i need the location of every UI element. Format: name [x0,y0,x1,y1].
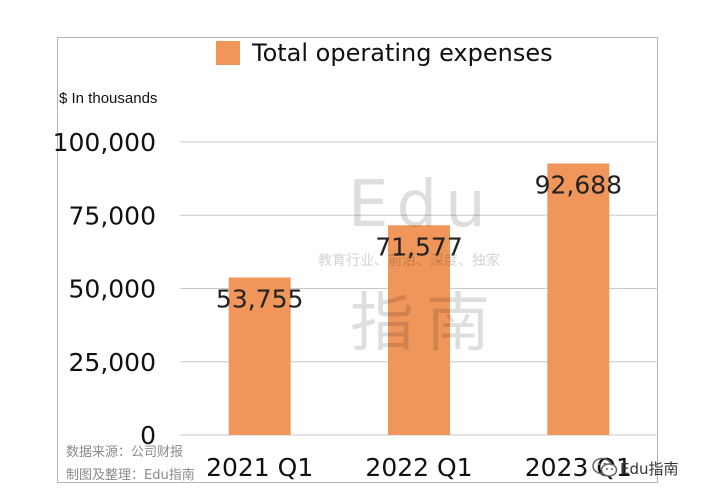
source-note: 数据来源：公司财报 [66,445,184,460]
data-label: 92,688 [535,170,622,199]
x-tick-label: 2022 Q1 [365,453,472,482]
watermark-brand-en: Edu [348,168,494,242]
y-tick-label: 75,000 [69,201,156,230]
legend: Total operating expenses [216,38,553,68]
legend-swatch [216,41,240,65]
bar [228,277,291,435]
bar [547,163,610,435]
y-tick-label: 50,000 [69,275,156,304]
watermark-tagline: 教育行业、前沿、深度、独家 [318,253,500,269]
y-tick-label: 25,000 [69,348,156,377]
made-by-note: 制图及整理：Edu指南 [66,468,195,483]
y-tick-label: 100,000 [53,128,156,157]
unit-label: $ In thousands [59,90,158,107]
x-tick-label: 2021 Q1 [206,453,313,482]
chart-frame [57,37,658,483]
account-badge: Edu指南 [592,457,679,479]
legend-label: Total operating expenses [252,39,553,67]
y-tick-label: 0 [140,421,156,450]
data-label: 53,755 [216,284,303,313]
data-label: 71,577 [375,232,462,261]
account-name: Edu指南 [620,459,679,478]
wechat-icon [592,457,618,477]
watermark-brand-cn: 指南 [350,287,502,361]
bar [388,225,450,435]
